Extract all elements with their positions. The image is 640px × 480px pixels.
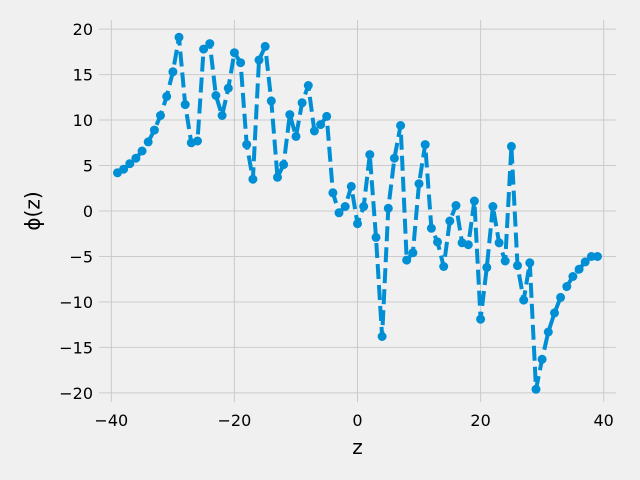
data-point xyxy=(248,174,258,184)
data-point xyxy=(531,384,541,394)
data-point xyxy=(420,140,430,150)
data-point xyxy=(568,272,578,281)
data-point xyxy=(199,44,209,54)
data-point xyxy=(217,111,227,120)
data-point xyxy=(562,282,572,291)
data-point xyxy=(291,131,301,141)
data-point xyxy=(309,126,319,136)
y-tick-label: −15 xyxy=(59,338,93,357)
data-point xyxy=(297,98,307,108)
data-point xyxy=(168,67,178,77)
data-point xyxy=(131,153,141,163)
data-point xyxy=(303,81,313,90)
y-tick-label: −5 xyxy=(69,247,93,266)
y-tick-label: 5 xyxy=(83,157,93,176)
y-tick-label: −10 xyxy=(59,293,93,312)
data-point xyxy=(593,252,602,261)
data-point xyxy=(500,256,510,266)
data-point xyxy=(519,295,529,305)
data-point xyxy=(260,41,270,51)
data-point xyxy=(125,159,135,169)
data-point xyxy=(476,314,486,324)
data-point xyxy=(513,261,522,271)
x-tick-label: −40 xyxy=(94,411,128,430)
data-point xyxy=(162,91,172,101)
data-point xyxy=(574,264,584,274)
data-point xyxy=(402,255,412,265)
data-point xyxy=(433,237,442,247)
data-point xyxy=(346,181,356,191)
data-point xyxy=(279,160,289,170)
x-tick-labels: −40 −20 0 20 40 xyxy=(94,411,613,430)
data-point xyxy=(149,125,159,135)
data-point xyxy=(482,262,492,272)
data-point xyxy=(156,111,165,120)
data-point xyxy=(180,100,190,110)
data-point xyxy=(174,32,184,42)
data-point xyxy=(229,48,239,58)
data-point xyxy=(439,262,449,271)
data-point xyxy=(242,140,252,150)
y-tick-label: 10 xyxy=(73,111,93,130)
data-point xyxy=(143,137,153,147)
x-tick-label: −20 xyxy=(218,411,252,430)
data-point xyxy=(383,203,393,213)
data-point xyxy=(353,219,362,229)
data-point xyxy=(223,83,233,93)
data-point xyxy=(377,332,387,341)
data-point xyxy=(211,91,221,100)
grid-lines xyxy=(99,20,616,402)
y-tick-label: −20 xyxy=(59,384,93,403)
x-tick-label: 0 xyxy=(352,411,362,430)
data-point xyxy=(236,58,246,68)
data-point xyxy=(414,179,424,189)
data-point xyxy=(340,202,350,211)
data-point xyxy=(506,141,516,151)
y-tick-label: 15 xyxy=(73,66,93,85)
data-point xyxy=(334,208,344,218)
data-point xyxy=(254,55,264,65)
data-point xyxy=(543,327,553,337)
data-point xyxy=(408,248,418,258)
data-point xyxy=(273,172,282,182)
data-point xyxy=(316,120,326,130)
data-point xyxy=(396,121,406,130)
data-point xyxy=(322,111,332,121)
y-tick-label: 0 xyxy=(83,202,93,221)
y-axis-label: ϕ(z) xyxy=(21,191,45,230)
data-point xyxy=(328,188,338,198)
data-series xyxy=(113,32,602,394)
x-axis-label: z xyxy=(352,435,363,459)
data-point xyxy=(365,150,375,160)
data-point xyxy=(137,146,147,156)
data-point xyxy=(580,257,590,267)
data-point xyxy=(494,238,504,248)
data-point xyxy=(525,258,535,268)
data-point xyxy=(119,164,129,174)
y-tick-label: 20 xyxy=(73,20,93,39)
data-point xyxy=(359,202,369,211)
data-point xyxy=(371,232,381,242)
x-tick-label: 40 xyxy=(594,411,614,430)
data-point xyxy=(426,223,436,233)
y-tick-labels: −20 −15 −10 −5 0 5 10 15 20 xyxy=(59,20,93,403)
data-point xyxy=(266,96,276,106)
data-point xyxy=(488,202,498,211)
data-point xyxy=(451,201,461,210)
data-point xyxy=(550,308,559,318)
data-point xyxy=(537,354,547,364)
data-point xyxy=(205,39,215,49)
data-point xyxy=(193,136,202,146)
data-point xyxy=(556,292,566,302)
x-tick-label: 20 xyxy=(470,411,490,430)
data-point xyxy=(389,153,399,163)
data-point xyxy=(463,240,473,250)
data-point xyxy=(469,196,479,206)
data-point xyxy=(285,110,295,120)
data-point xyxy=(445,216,455,226)
